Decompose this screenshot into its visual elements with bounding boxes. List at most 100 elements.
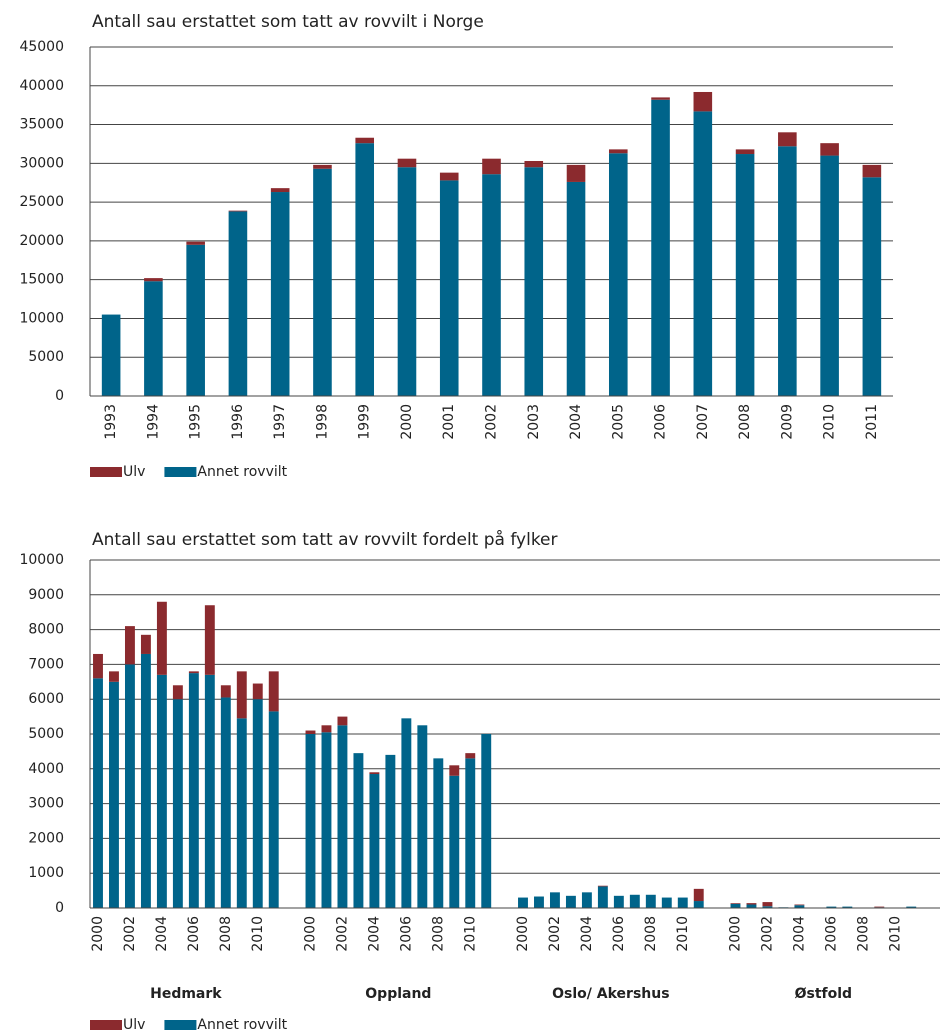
x-tick-label: 1998 bbox=[314, 404, 330, 440]
x-tick-label: 2002 bbox=[484, 404, 500, 440]
bar-segment bbox=[778, 146, 797, 396]
y-tick-label: 40000 bbox=[19, 78, 64, 94]
bar-segment bbox=[661, 897, 672, 908]
x-tick-label: 2009 bbox=[779, 404, 795, 440]
x-tick-label: 2010 bbox=[675, 916, 691, 952]
x-tick-label: 2000 bbox=[515, 916, 531, 952]
bar-segment bbox=[645, 894, 656, 908]
x-tick-label: 2000 bbox=[302, 916, 318, 952]
x-tick-label: 2010 bbox=[887, 916, 903, 952]
y-tick-label: 6000 bbox=[28, 691, 64, 707]
bar-segment bbox=[397, 167, 417, 396]
bar-segment bbox=[608, 153, 628, 396]
x-tick-label: 2007 bbox=[695, 404, 711, 440]
bar-segment bbox=[565, 895, 576, 908]
x-tick-label: 2006 bbox=[823, 916, 839, 952]
bar-segment bbox=[270, 188, 290, 193]
bar-segment bbox=[140, 634, 151, 654]
bar-segment bbox=[321, 725, 332, 733]
legend-swatch bbox=[90, 1020, 122, 1030]
bar-segment bbox=[566, 164, 586, 182]
x-tick-label: 2001 bbox=[441, 404, 457, 440]
bar-segment bbox=[534, 896, 544, 908]
x-tick-label: 2003 bbox=[526, 404, 542, 440]
x-tick-label: 2004 bbox=[366, 916, 382, 952]
y-tick-label: 8000 bbox=[28, 622, 64, 638]
y-tick-label: 0 bbox=[55, 900, 64, 916]
bar-segment bbox=[268, 671, 279, 712]
group-label: Oslo/ Akershus bbox=[552, 986, 669, 1002]
bar-segment bbox=[270, 192, 290, 396]
bar-segment bbox=[156, 674, 167, 908]
bar-segment bbox=[794, 904, 805, 906]
bar-segment bbox=[109, 671, 119, 682]
legend-label: Annet rovvilt bbox=[197, 464, 287, 480]
group-label: Oppland bbox=[365, 986, 431, 1002]
x-tick-label: 2008 bbox=[218, 916, 234, 952]
bar-segment bbox=[252, 699, 263, 908]
x-tick-label: 2002 bbox=[547, 916, 563, 952]
bar-segment bbox=[172, 685, 183, 700]
bar-segment bbox=[188, 673, 199, 908]
bar-segment bbox=[236, 671, 247, 719]
bar-segment bbox=[186, 244, 205, 396]
bar-segment bbox=[433, 758, 444, 908]
bar-segment bbox=[144, 281, 163, 396]
bar-segment bbox=[481, 734, 492, 908]
bar-segment bbox=[305, 734, 316, 908]
bar-segment bbox=[549, 892, 560, 908]
x-tick-label: 2011 bbox=[864, 404, 880, 440]
x-tick-label: 2004 bbox=[568, 404, 584, 440]
bar-segment bbox=[581, 892, 592, 908]
bar-segment bbox=[355, 137, 375, 144]
group-label: Hedmark bbox=[150, 986, 222, 1002]
x-tick-label: 1995 bbox=[188, 404, 204, 440]
bar-segment bbox=[439, 172, 459, 181]
bar-segment bbox=[820, 143, 839, 156]
y-tick-label: 45000 bbox=[19, 39, 64, 55]
bar-segment bbox=[109, 681, 119, 908]
bar-segment bbox=[353, 753, 364, 908]
bar-segment bbox=[735, 154, 755, 396]
bar-segment bbox=[93, 653, 103, 679]
bar-segment bbox=[762, 902, 773, 907]
y-tick-label: 25000 bbox=[19, 194, 64, 210]
bar-segment bbox=[220, 685, 231, 698]
bar-segment bbox=[693, 888, 704, 902]
bar-segment bbox=[228, 211, 248, 396]
bar-segment bbox=[337, 725, 348, 908]
bar-segment bbox=[778, 132, 797, 147]
legend-swatch bbox=[90, 467, 122, 477]
bar-segment bbox=[124, 626, 135, 665]
bar-segment bbox=[906, 906, 917, 908]
y-tick-label: 10000 bbox=[19, 310, 64, 326]
bar-segment bbox=[862, 177, 882, 396]
x-tick-label: 1996 bbox=[230, 404, 246, 440]
bar-segment bbox=[417, 725, 428, 908]
bar-segment bbox=[156, 601, 167, 675]
bar-segment bbox=[693, 91, 713, 112]
y-tick-label: 7000 bbox=[28, 656, 64, 672]
x-tick-label: 1994 bbox=[145, 404, 161, 440]
chart-title: Antall sau erstattet som tatt av rovvilt… bbox=[92, 529, 558, 550]
y-tick-label: 1000 bbox=[28, 865, 64, 881]
bar-segment bbox=[518, 897, 528, 908]
bar-segment bbox=[385, 754, 396, 908]
y-tick-label: 4000 bbox=[28, 761, 64, 777]
bar-segment bbox=[401, 718, 412, 908]
x-tick-label: 2000 bbox=[90, 916, 106, 952]
bar-segment bbox=[369, 774, 380, 908]
x-tick-label: 1993 bbox=[103, 404, 119, 440]
bar-segment bbox=[746, 903, 757, 905]
bar-segment bbox=[204, 674, 215, 908]
bar-segment bbox=[144, 278, 163, 282]
bar-segment bbox=[313, 168, 332, 396]
x-tick-label: 2004 bbox=[791, 916, 807, 952]
bar-segment bbox=[220, 697, 231, 908]
legend-swatch bbox=[164, 1020, 197, 1030]
bar-segment bbox=[465, 758, 476, 908]
bar-segment bbox=[140, 653, 151, 908]
x-tick-label: 2010 bbox=[462, 916, 478, 952]
x-tick-label: 2008 bbox=[643, 916, 659, 952]
x-tick-label: 2004 bbox=[579, 916, 595, 952]
